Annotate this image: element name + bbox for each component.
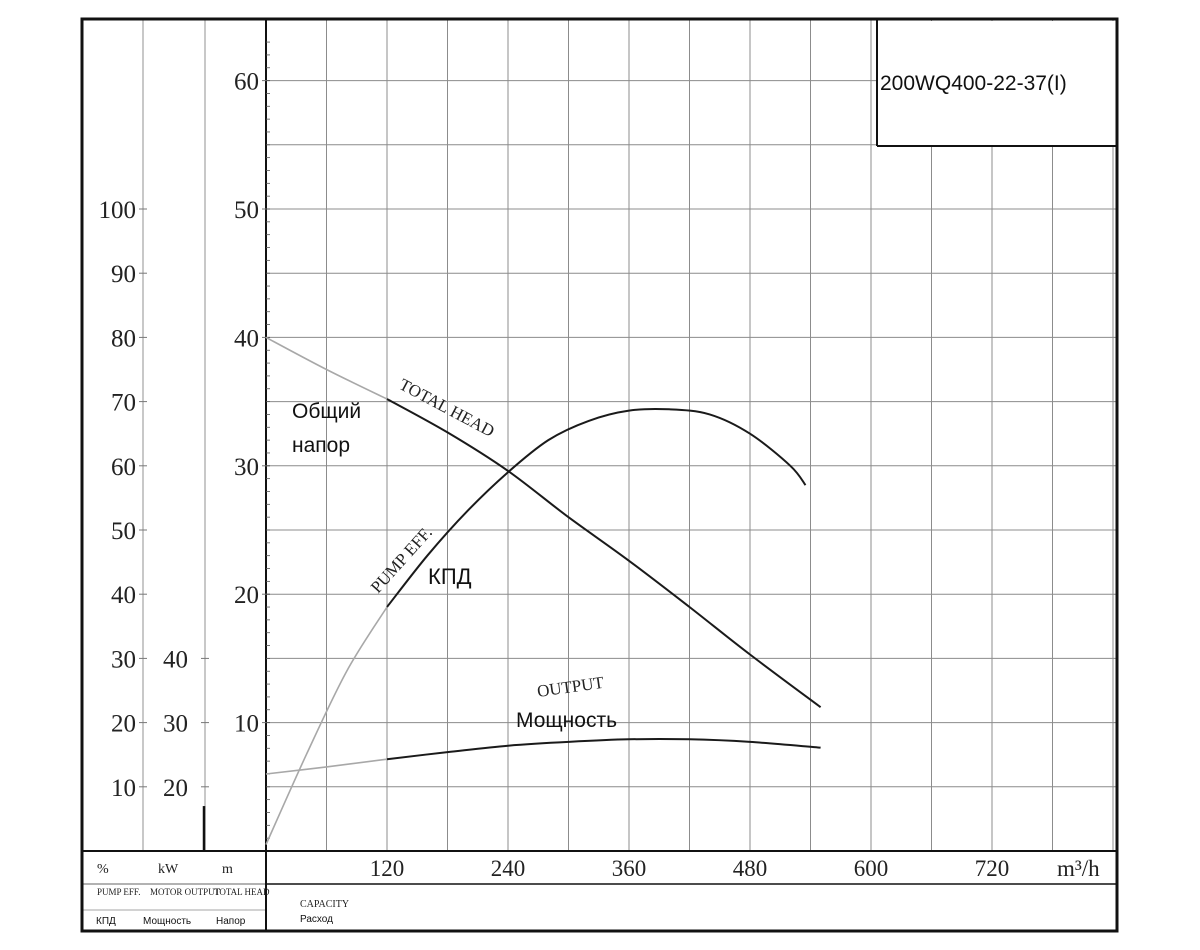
head-axis-ticks: 10 20 30 40 50 60 [234,41,270,839]
head-tick-label: 20 [234,582,259,609]
power-tick-label: 40 [163,646,188,673]
head-tick-label: 10 [234,711,259,738]
head-tick-label: 30 [234,454,259,481]
efficiency-axis-ticks: 10 20 30 40 50 60 70 80 90 100 [99,197,147,802]
total-head-label-ru-line1: Общий [292,400,361,423]
eff-unit: % [97,862,109,877]
capacity-label-en: CAPACITY [300,899,349,910]
model-box-fill [878,21,1116,145]
capacity-tick-label: 240 [491,856,526,881]
output-label-ru: Мощность [516,709,617,732]
model-label: 200WQ400-22-37(I) [880,72,1067,95]
chart-grid [265,19,1117,852]
eff-tick-label: 100 [99,197,137,224]
capacity-tick-label: 600 [854,856,889,881]
capacity-label-ru: Расход [300,914,333,925]
capacity-axis-ticks: 120 240 360 480 600 720 [370,856,1010,881]
power-tick-label: 30 [163,711,188,738]
power-label-ru: Мощность [143,916,191,927]
eff-tick-label: 20 [111,711,136,738]
capacity-tick-label: 480 [733,856,768,881]
head-label-ru: Напор [216,916,246,927]
output-curve-extension [265,758,388,775]
eff-tick-label: 30 [111,646,136,673]
eff-curve [386,407,807,608]
head-curve-extension [265,336,388,400]
bottom-axis-legend: % kW m PUMP EFF. MOTOR OUTPUT TOTAL HEAD… [82,850,1117,930]
capacity-unit: m³/h [1057,856,1100,881]
eff-tick-label: 70 [111,390,136,417]
head-curve [386,398,822,709]
model-label-box: 200WQ400-22-37(I) [876,20,1117,147]
pump-eff-label-ru: КПД [428,564,472,589]
eff-tick-label: 10 [111,775,136,802]
eff-tick-label: 60 [111,454,136,481]
eff-tick-label: 90 [111,261,136,288]
capacity-tick-label: 120 [370,856,405,881]
performance-curves [265,336,822,845]
capacity-tick-label: 360 [612,856,647,881]
eff-curve-extension [265,606,388,845]
eff-tick-label: 80 [111,325,136,352]
power-unit: kW [158,862,179,877]
head-tick-label: 40 [234,325,259,352]
head-label-en: TOTAL HEAD [214,887,270,897]
eff-label-ru: КПД [96,916,116,927]
output-curve [386,738,821,761]
capacity-tick-label: 720 [975,856,1010,881]
head-tick-label: 50 [234,197,259,224]
power-label-en: MOTOR OUTPUT [150,887,221,897]
head-tick-label: 60 [234,69,259,96]
eff-tick-label: 40 [111,582,136,609]
total-head-label-ru-line2: напор [292,434,350,457]
eff-label-en: PUMP EFF. [97,887,140,897]
eff-tick-label: 50 [111,518,136,545]
power-tick-label: 20 [163,775,188,802]
head-unit: m [222,862,233,877]
chart-frame [80,17,1119,933]
power-axis-ticks: 20 30 40 [163,646,209,802]
